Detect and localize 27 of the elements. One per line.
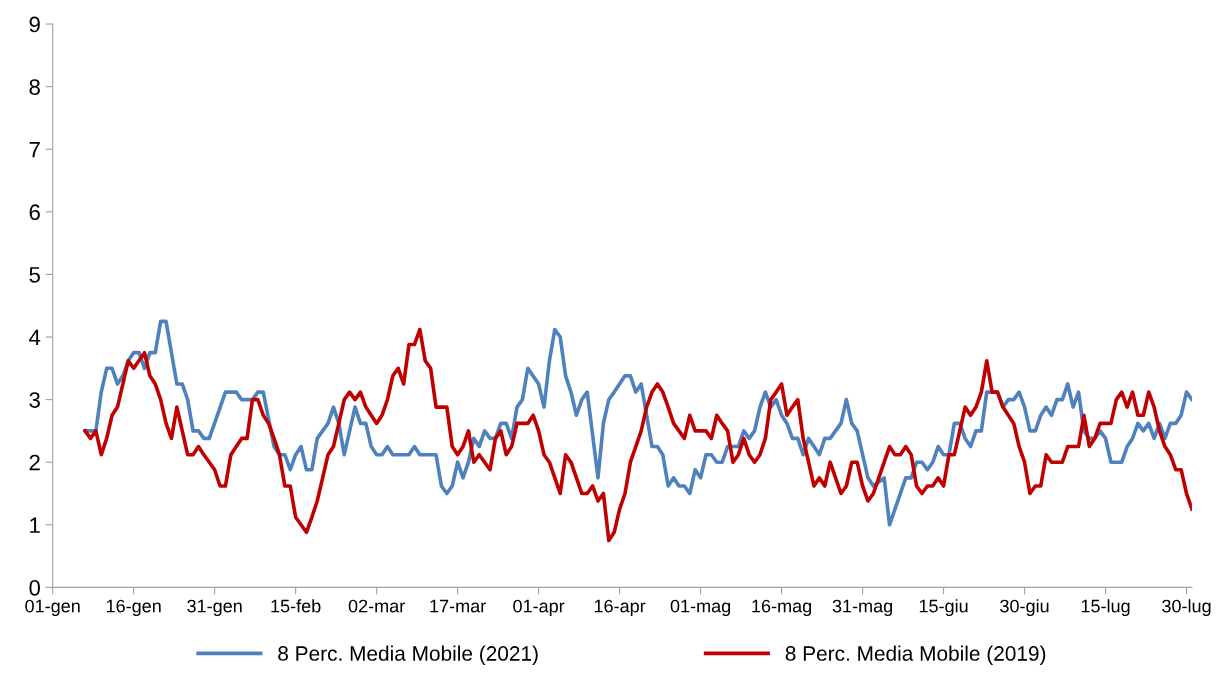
y-tick-label: 5 bbox=[29, 267, 40, 283]
y-tick-label: 3 bbox=[29, 392, 40, 408]
y-tick-label: 8 bbox=[29, 79, 40, 95]
x-tick-label: 02-mar bbox=[348, 599, 405, 613]
x-tick-label: 17-mar bbox=[430, 599, 486, 613]
x-tick-label: 15-feb bbox=[271, 599, 321, 613]
legend-label: 8 Perc. Media Mobile (2021) bbox=[278, 645, 538, 665]
x-tick-label: 01-gen bbox=[25, 599, 80, 617]
x-tick-label: 31-mag bbox=[832, 599, 893, 617]
legend-label: 8 Perc. Media Mobile (2019) bbox=[785, 645, 1046, 665]
x-tick-label: 31-gen bbox=[187, 599, 242, 617]
x-tick-label: 15-lug bbox=[1081, 599, 1130, 617]
x-tick-label: 16-apr bbox=[594, 599, 646, 617]
y-tick-label: 2 bbox=[29, 454, 40, 471]
x-tick-label: 30-giu bbox=[1000, 599, 1049, 617]
y-tick-label: 7 bbox=[29, 142, 40, 158]
x-tick-label: 01-apr bbox=[513, 599, 565, 617]
x-tick-label: 01-mag bbox=[670, 599, 731, 617]
y-tick-label: 0 bbox=[29, 579, 40, 596]
y-tick-label: 4 bbox=[29, 329, 41, 346]
y-tick-label: 6 bbox=[29, 204, 40, 221]
y-tick-label: 1 bbox=[30, 517, 40, 533]
x-tick-label: 15-giu bbox=[919, 599, 968, 617]
x-tick-label: 16-gen bbox=[106, 599, 161, 617]
x-tick-label: 30-lug bbox=[1162, 599, 1211, 617]
y-tick-label: 9 bbox=[29, 16, 40, 33]
x-tick-label: 16-mag bbox=[752, 599, 812, 617]
